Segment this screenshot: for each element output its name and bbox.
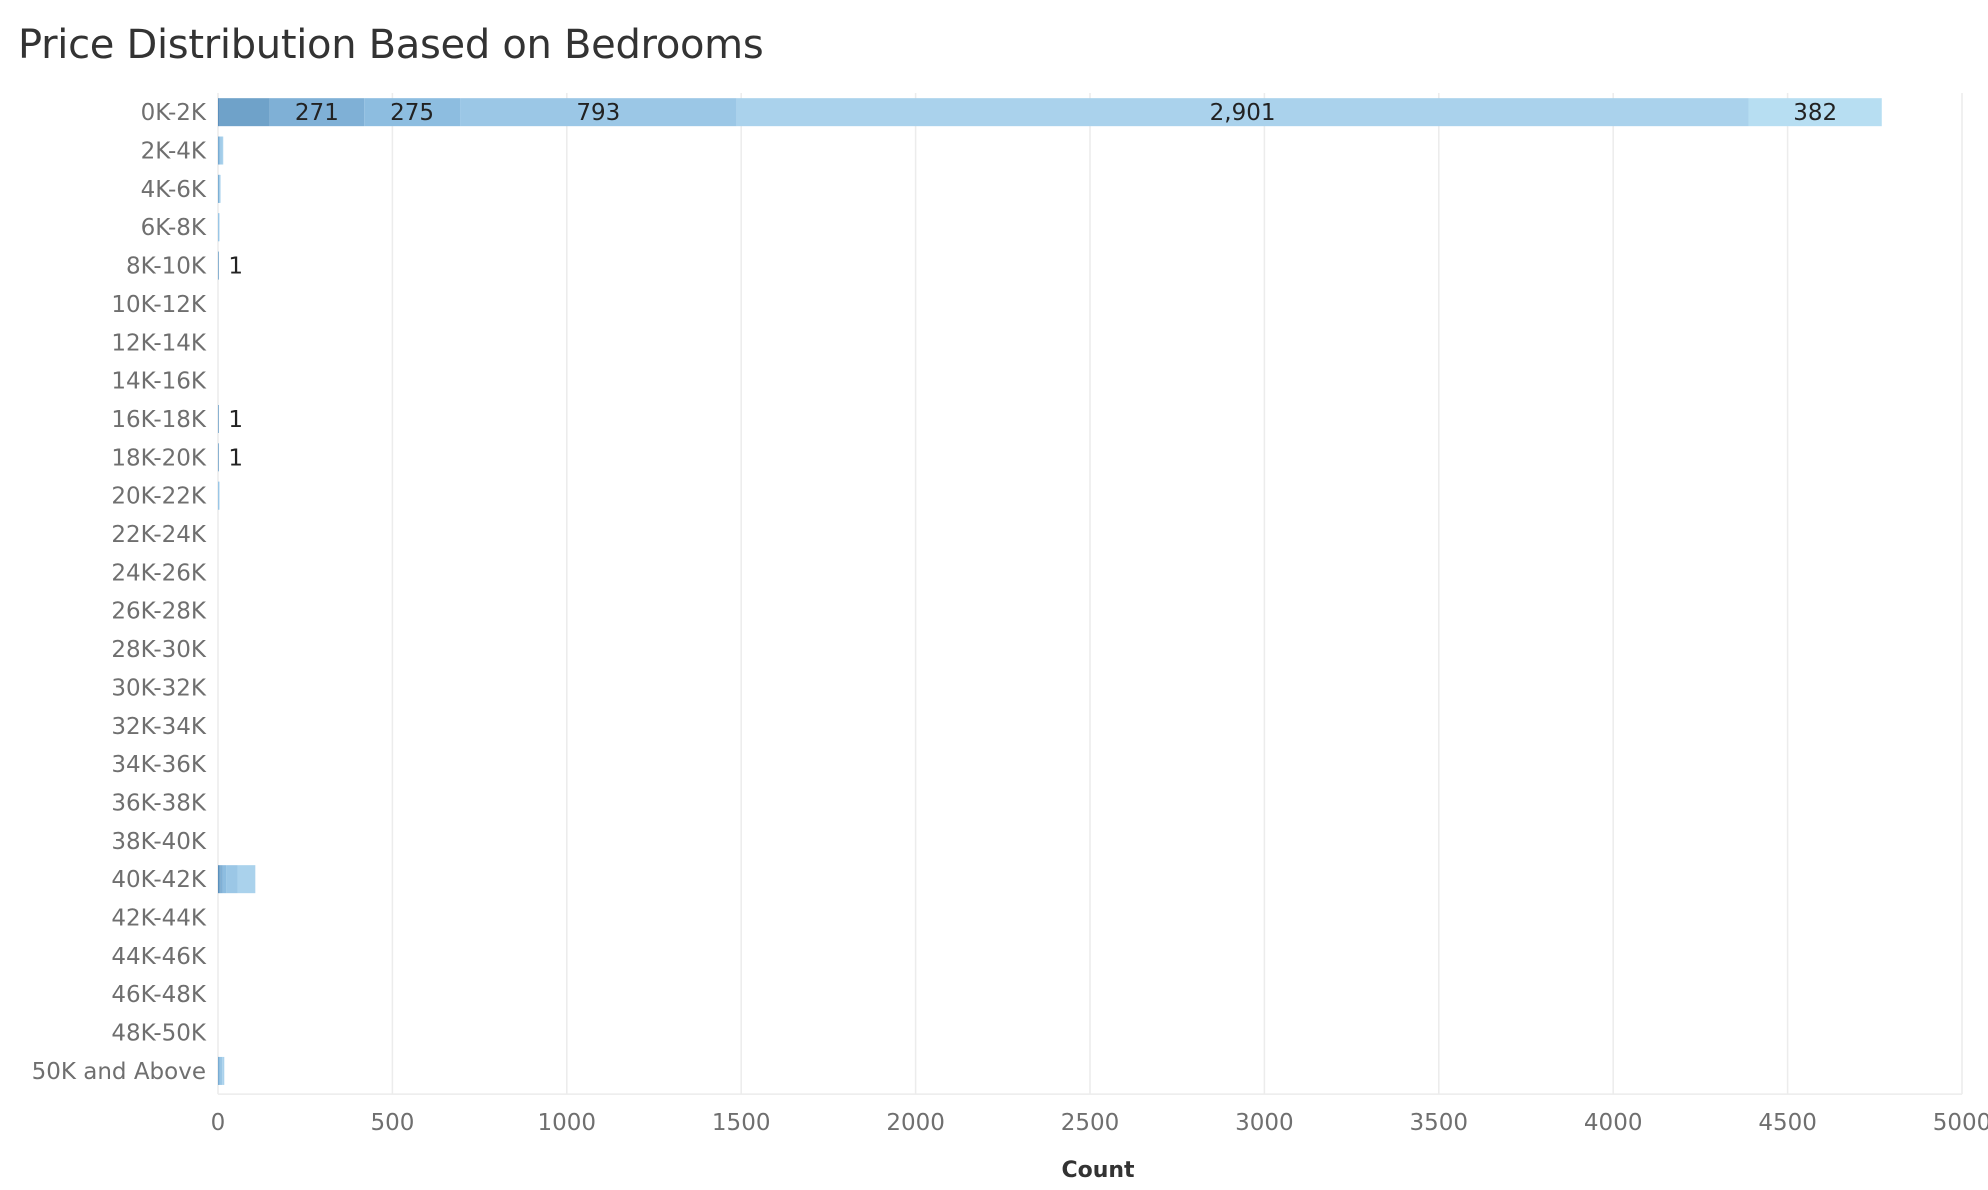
bar-segment — [269, 98, 365, 127]
bar-segment — [222, 1056, 225, 1085]
category-label: 46K-48K — [111, 982, 207, 1008]
category-label: 20K-22K — [111, 484, 207, 510]
category-label: 14K-16K — [111, 369, 207, 395]
category-label: 48K-50K — [111, 1021, 207, 1047]
category-label: 28K-30K — [111, 637, 207, 663]
category-label: 40K-42K — [111, 867, 207, 893]
x-tick-label: 1500 — [712, 1110, 771, 1136]
bar-segment — [220, 136, 222, 165]
bar-segment — [218, 251, 219, 280]
x-tick-label: 3500 — [1410, 1110, 1469, 1136]
bar-segment — [218, 98, 220, 127]
category-label: 38K-40K — [111, 829, 207, 855]
data-label: 2,901 — [1210, 100, 1276, 126]
bar-segment — [218, 404, 219, 433]
category-label: 50K and Above — [32, 1059, 206, 1085]
bar-segment — [218, 213, 220, 242]
x-tick-label: 0 — [211, 1110, 226, 1136]
x-tick-label: 4500 — [1758, 1110, 1817, 1136]
data-label: 1 — [228, 254, 243, 280]
x-tick-label: 5000 — [1933, 1110, 1988, 1136]
bar-segment — [237, 865, 256, 894]
category-label: 22K-24K — [111, 522, 207, 548]
chart-title: Price Distribution Based on Bedrooms — [18, 22, 764, 68]
bar-segment — [364, 98, 461, 127]
category-label: 8K-10K — [126, 254, 207, 280]
category-label: 0K-2K — [141, 100, 207, 126]
data-label: 275 — [390, 100, 434, 126]
x-axis-ticks: 0 500 1000 1500 2000 2500 3000 3500 4000 4500 5000 — [211, 1110, 1988, 1136]
x-tick-label: 4000 — [1584, 1110, 1643, 1136]
category-label: 34K-36K — [111, 752, 207, 778]
bar-segment — [219, 174, 221, 203]
bar-segment — [460, 98, 737, 127]
category-label: 24K-26K — [111, 560, 207, 586]
bar-segment — [220, 1056, 223, 1085]
x-tick-label: 3000 — [1235, 1110, 1294, 1136]
bar-segment — [218, 481, 220, 510]
category-label: 32K-34K — [111, 714, 207, 740]
category-label: 12K-14K — [111, 330, 207, 356]
data-label: 1 — [228, 445, 243, 471]
category-label: 10K-12K — [111, 292, 207, 318]
bar-segment — [219, 865, 221, 894]
x-tick-label: 2000 — [886, 1110, 945, 1136]
x-axis-title: Count — [1061, 1158, 1135, 1183]
bar-segment — [218, 865, 220, 894]
bars — [218, 98, 1882, 1085]
category-label: 2K-4K — [141, 139, 207, 165]
bar-segment — [219, 136, 221, 165]
category-label: 6K-8K — [141, 215, 207, 241]
bar-segment — [220, 865, 223, 894]
data-label: 382 — [1793, 100, 1837, 126]
category-label: 30K-32K — [111, 675, 207, 701]
category-label: 16K-18K — [111, 407, 207, 433]
bar-segment — [736, 98, 1749, 127]
bar-segment — [222, 865, 227, 894]
x-tick-label: 1000 — [538, 1110, 597, 1136]
bar-segment — [218, 443, 219, 472]
data-label: 1 — [228, 407, 243, 433]
x-tick-label: 500 — [370, 1110, 414, 1136]
bar-segment — [218, 1056, 220, 1085]
category-label: 4K-6K — [141, 177, 207, 203]
bar-segment — [1748, 98, 1882, 127]
category-label: 26K-28K — [111, 599, 207, 625]
category-label: 42K-44K — [111, 906, 207, 932]
grid-lines — [217, 93, 1963, 1095]
bar-segment — [219, 98, 270, 127]
category-label: 18K-20K — [111, 445, 207, 471]
data-label: 271 — [295, 100, 339, 126]
data-labels: 271 275 793 2,901 382 1 1 1 — [228, 100, 1837, 471]
category-labels: 0K-2K 2K-4K 4K-6K 6K-8K 8K-10K 10K-12K 12K-14K… — [32, 100, 207, 1085]
bar-segment — [226, 865, 238, 894]
bar-segment — [218, 136, 220, 165]
data-label: 793 — [576, 100, 620, 126]
bar-segment — [221, 136, 224, 165]
category-label: 44K-46K — [111, 944, 207, 970]
category-label: 36K-38K — [111, 790, 207, 816]
bar-segment — [219, 174, 220, 203]
x-tick-label: 2500 — [1061, 1110, 1120, 1136]
bar-segment — [219, 1056, 221, 1085]
